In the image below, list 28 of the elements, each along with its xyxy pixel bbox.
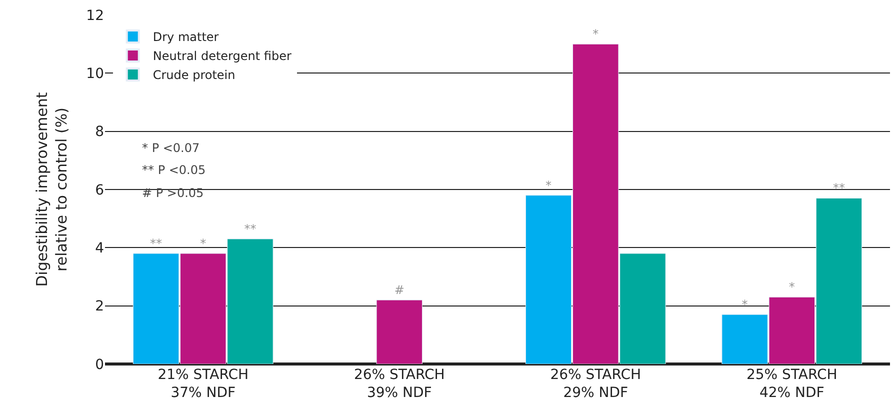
data-label: * — [592, 27, 599, 42]
x-tick-label: 25% STARCH 42% NDF — [746, 367, 838, 402]
data-label: * — [788, 280, 795, 294]
y-tick-label: 4 — [95, 240, 104, 257]
data-label: ** — [150, 236, 162, 250]
x-tick-label: 26% STARCH 39% NDF — [354, 367, 445, 402]
legend-label: Dry matter — [152, 30, 219, 44]
legend-label: Crude protein — [152, 68, 236, 82]
y-tick-label: 10 — [86, 66, 104, 82]
y-tick-label: 0 — [95, 356, 104, 373]
bar — [376, 300, 422, 364]
annotation: * P <0.07 — [142, 141, 200, 155]
annotation: # P >0.05 — [142, 186, 204, 200]
x-tick-label: 21% STARCH 37% NDF — [158, 367, 249, 402]
data-label: # — [394, 283, 404, 298]
y-tick-label: 6 — [95, 182, 104, 198]
data-label: * — [200, 236, 206, 250]
x-tick-label: 26% STARCH 29% NDF — [550, 367, 642, 402]
data-label: * — [546, 178, 552, 192]
y-tick-label: 2 — [95, 298, 104, 315]
data-label: ** — [832, 181, 845, 196]
data-label: * — [742, 298, 748, 312]
y-tick-label: 8 — [95, 124, 104, 140]
legend-label: Neutral detergent fiber — [152, 49, 292, 64]
annotation: ** P <0.05 — [142, 163, 206, 177]
y-tick-label: 12 — [86, 8, 104, 24]
y-axis-title: Digestibility improvement relative to control (%) — [32, 92, 70, 287]
data-label: ** — [244, 222, 256, 236]
